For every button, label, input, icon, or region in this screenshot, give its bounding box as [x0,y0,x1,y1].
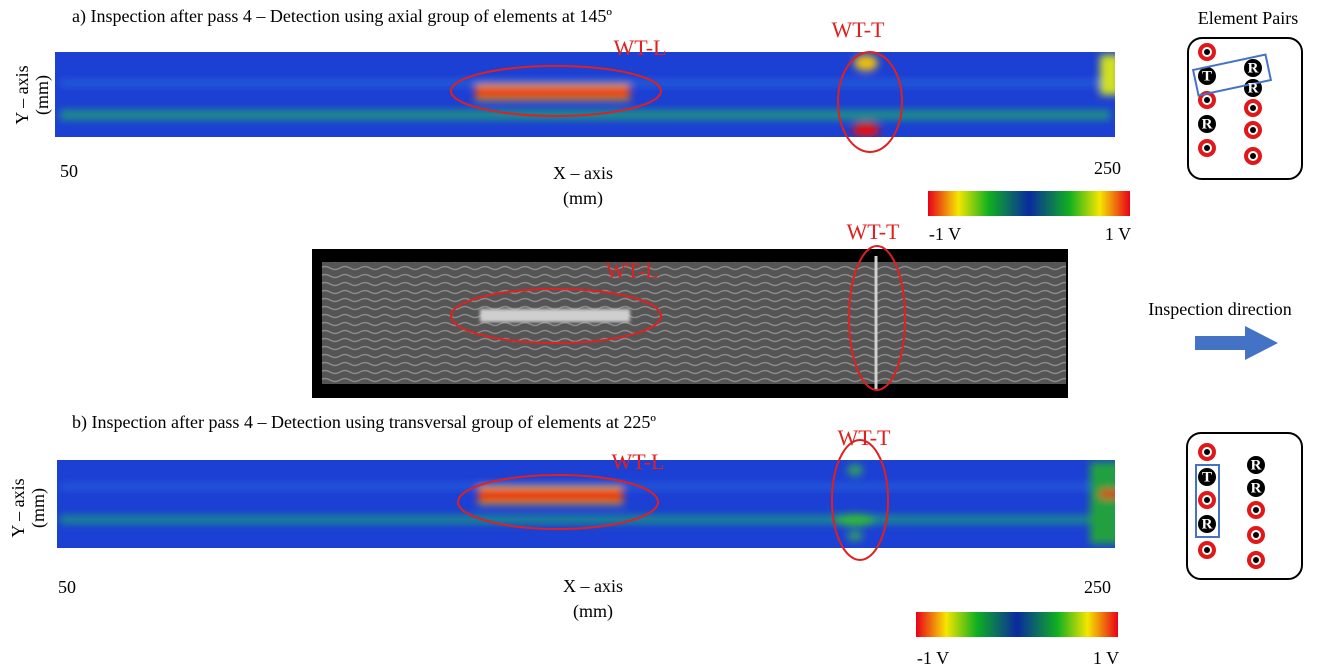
annotation: WT-T [838,425,892,450]
element [1253,532,1259,538]
element-label: R [1251,457,1262,473]
annotation: WT-T [847,219,901,244]
element [1204,497,1210,503]
x-start: 50 [58,577,76,597]
panel-title: a) Inspection after pass 4 – Detection u… [72,6,612,27]
annotation: WT-L [614,35,667,60]
element [1204,97,1210,103]
element [1204,547,1210,553]
element [1204,449,1210,455]
annotation: WT-L [606,258,659,283]
annotation: WT-L [612,449,665,474]
heatmap [57,460,1120,548]
x-end: 250 [1094,158,1121,178]
x-label: X – axis [563,576,623,596]
y-unit: (mm) [28,488,49,528]
x-unit: (mm) [573,601,613,622]
element [1253,557,1259,563]
element-label: R [1202,516,1213,532]
panel-title: b) Inspection after pass 4 – Detection u… [72,412,656,433]
element [1250,153,1256,159]
y-label: Y – axis [12,65,32,124]
element-label: T [1202,469,1212,485]
colorbar-label: -1 V [929,224,961,244]
element [1253,507,1259,513]
colorbar-label: 1 V [1093,648,1119,668]
element-label: R [1251,480,1262,496]
x-end: 250 [1084,577,1111,597]
element-pairs-title: Element Pairs [1198,8,1298,28]
element [1250,105,1256,111]
element-label: R [1248,60,1259,76]
element-label: R [1202,116,1213,132]
x-start: 50 [60,161,78,181]
colorbar [928,191,1130,216]
direction-arrow [1195,326,1278,360]
colorbar [916,612,1118,637]
x-label: X – axis [553,163,613,183]
x-unit: (mm) [563,188,603,209]
inspection-label: Inspection direction [1148,299,1291,319]
element [1250,127,1256,133]
element [1204,49,1210,55]
y-unit: (mm) [32,75,53,115]
colorbar-label: -1 V [917,648,949,668]
heatmap [55,52,1120,137]
element [1204,145,1210,151]
y-label: Y – axis [8,478,28,537]
colorbar-label: 1 V [1105,224,1131,244]
figure: a) Inspection after pass 4 – Detection u… [0,0,1318,672]
element-label: R [1248,80,1259,96]
element-label: T [1202,68,1212,84]
photo [312,249,1068,398]
annotation: WT-T [832,17,886,42]
